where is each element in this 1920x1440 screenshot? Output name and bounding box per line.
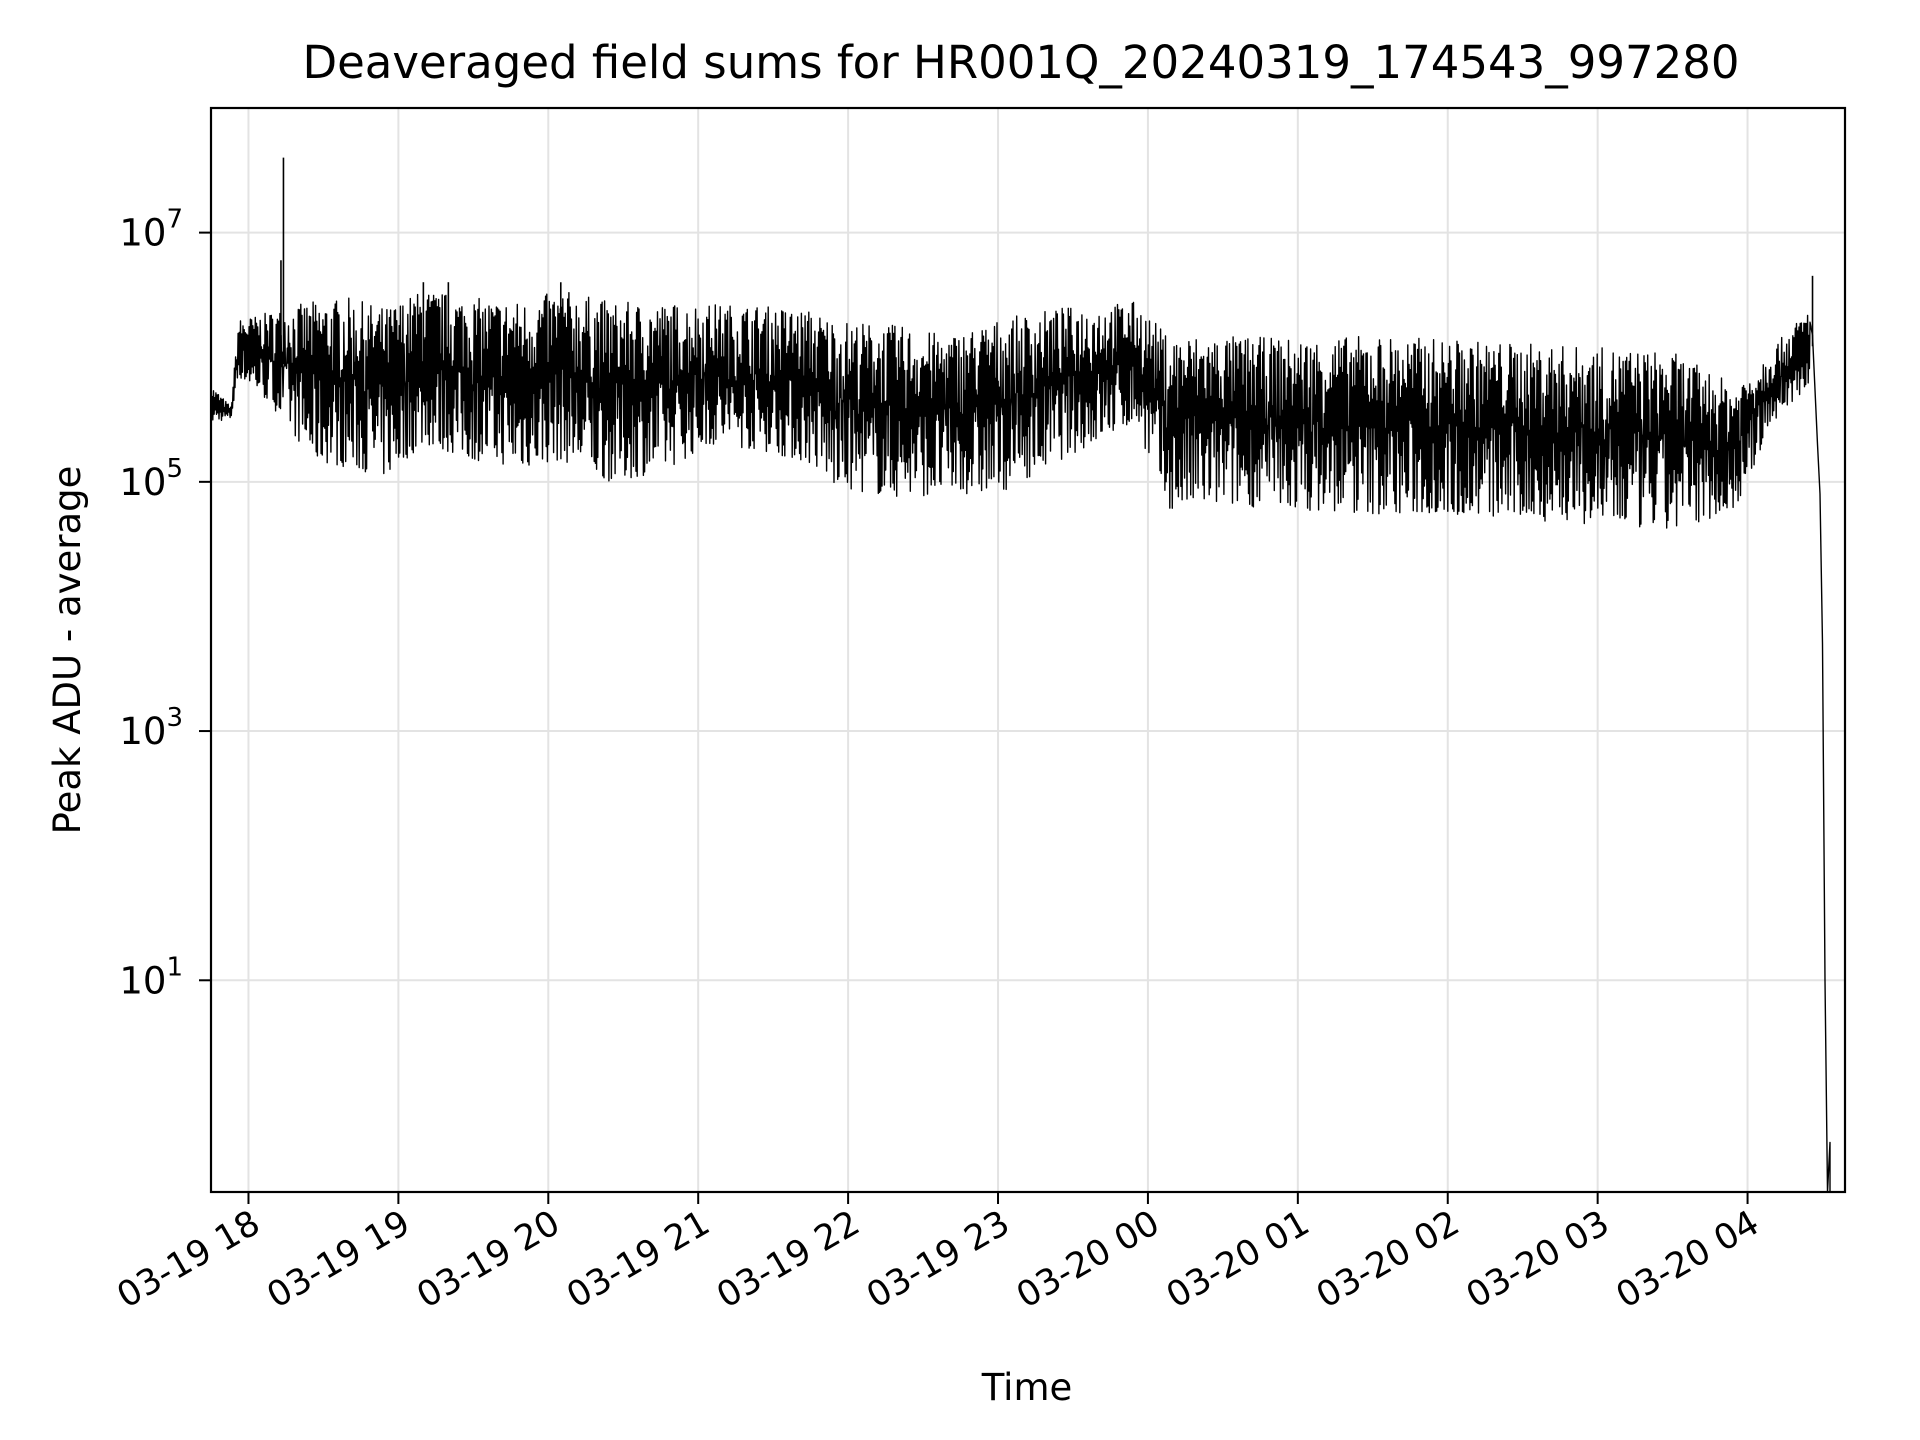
x-axis-label: Time <box>981 1366 1073 1409</box>
y-axis-label: Peak ADU - average <box>46 466 89 835</box>
y-tick-label: 101 <box>119 952 183 1002</box>
y-axis: 101 103 105 107 <box>119 205 211 1002</box>
y-tick-label: 107 <box>119 205 183 255</box>
grid-lines <box>211 108 1845 1192</box>
series-line <box>210 292 1831 1193</box>
y-tick-label: 103 <box>119 703 183 753</box>
plot-frame <box>209 106 1847 1194</box>
chart-title: Deaveraged field sums for HR001Q_2024031… <box>302 36 1739 89</box>
y-tick-label: 105 <box>119 454 183 504</box>
plot-area <box>210 157 1831 1193</box>
